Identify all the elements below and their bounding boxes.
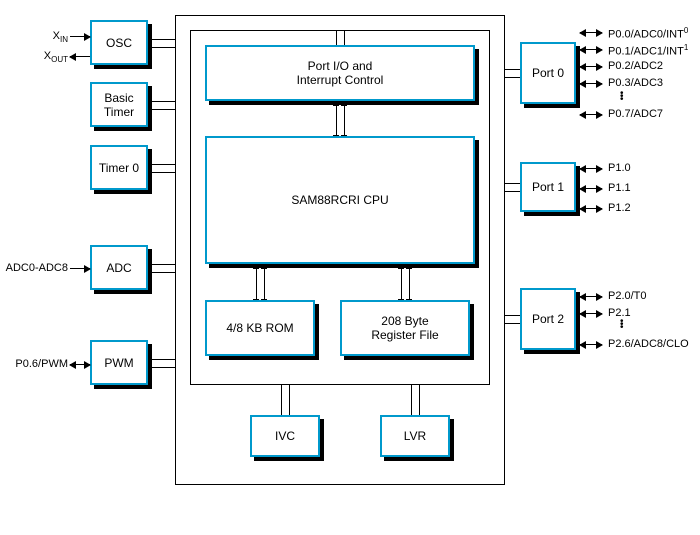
pin-adc0-adc8: ADC0-ADC8 [6, 262, 68, 274]
timer0: Timer 0 [90, 145, 148, 190]
pin-p06-pwm: P0.6/PWM [15, 358, 68, 370]
cpu: SAM88RCRI CPU [205, 136, 475, 264]
port-io: Port I/O andInterrupt Control [205, 45, 475, 101]
regfile: 208 ByteRegister File [340, 300, 470, 356]
pwm: PWM [90, 340, 148, 385]
port0: Port 0 [520, 42, 576, 104]
osc: OSC [90, 20, 148, 65]
lvr: LVR [380, 415, 450, 457]
rom: 4/8 KB ROM [205, 300, 315, 356]
port2: Port 2 [520, 288, 576, 350]
adc: ADC [90, 245, 148, 290]
port1: Port 1 [520, 162, 576, 212]
basic-timer: BasicTimer [90, 82, 148, 127]
pin-xin: XIN [53, 30, 68, 44]
pin-xout: XOUT [44, 50, 68, 64]
ivc: IVC [250, 415, 320, 457]
